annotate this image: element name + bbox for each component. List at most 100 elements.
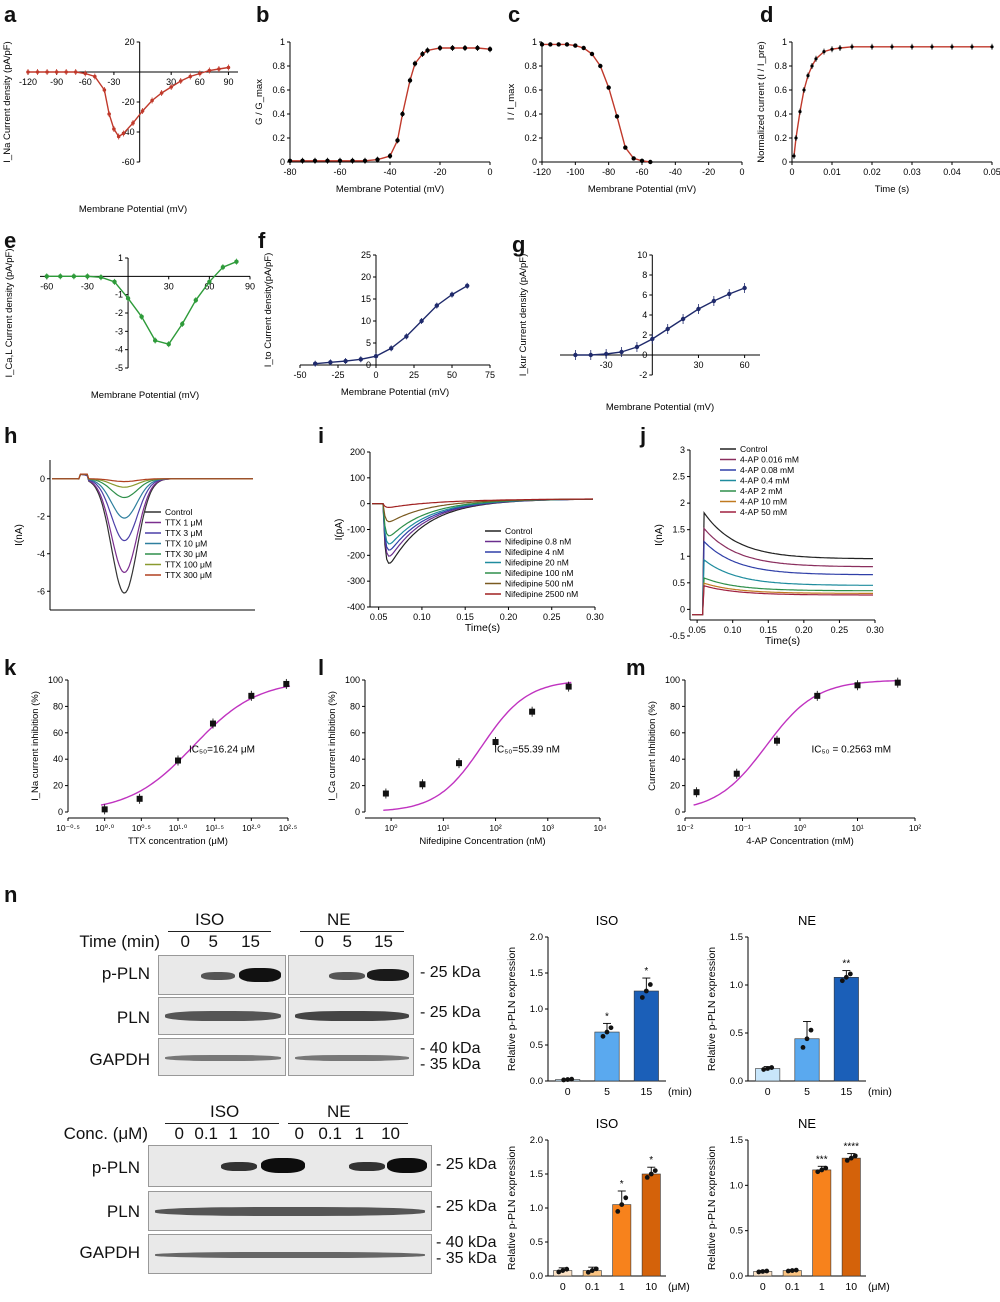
data-point xyxy=(136,795,143,802)
y-axis-label: I(nA) xyxy=(654,524,665,546)
x-tick-label: -40 xyxy=(383,167,396,177)
data-point xyxy=(650,336,655,342)
x-tick-label: 25 xyxy=(409,370,419,380)
replicate-point xyxy=(819,1167,825,1173)
data-point xyxy=(894,679,901,686)
y-tick-label: 0.2 xyxy=(272,133,285,143)
wb-top-lane: 5 xyxy=(342,932,352,951)
y-tick-label: 0 xyxy=(280,157,285,167)
x-tick-label: 10 xyxy=(645,1281,657,1293)
significance-label: **** xyxy=(843,1142,859,1153)
y-tick-label: -5 xyxy=(115,363,123,373)
data-point xyxy=(112,127,116,131)
y-tick-label: -100 xyxy=(347,525,365,535)
x-tick-label: 10² xyxy=(489,823,501,833)
legend-label: TTX 100 μM xyxy=(165,560,212,570)
wb-top-blot xyxy=(288,997,414,1035)
significance-label: * xyxy=(649,1155,653,1166)
y-tick-label: 100 xyxy=(665,675,680,685)
y-tick-label: 0 xyxy=(355,807,360,817)
trace-line xyxy=(692,540,874,616)
wb-bottom-kda: - 25 kDa xyxy=(436,1156,497,1173)
wb-top-group2: NE xyxy=(327,910,351,929)
y-axis-label: I_Na current inhibition (%) xyxy=(30,691,41,801)
y-axis-label: Relative p-PLN expression xyxy=(706,947,718,1071)
x-tick-label: 10⁰·⁰ xyxy=(95,823,115,833)
data-point xyxy=(573,352,578,358)
y-axis-label: I_Ca,L Current density (pA/pF) xyxy=(4,248,15,377)
data-point xyxy=(300,158,305,163)
y-tick-label: 10 xyxy=(637,250,647,260)
data-point xyxy=(101,806,108,813)
bar xyxy=(641,1173,661,1277)
y-tick-label: 40 xyxy=(53,754,63,764)
data-point xyxy=(850,45,854,49)
x-tick-label: 0 xyxy=(373,370,378,380)
replicate-point xyxy=(648,1171,654,1177)
data-point xyxy=(26,70,30,74)
wb-bottom-row-label: p-PLN xyxy=(91,1158,140,1177)
y-tick-label: 0.0 xyxy=(530,1076,543,1087)
y-tick-label: 0 xyxy=(366,360,371,370)
x-tick-label: 10¹ xyxy=(437,823,449,833)
data-point xyxy=(358,357,363,362)
data-point xyxy=(450,45,455,51)
data-point xyxy=(529,708,536,715)
x-axis-label: Membrane Potential (mV) xyxy=(341,387,449,398)
x-tick-label: 10² xyxy=(909,823,921,833)
wb-bottom-lane: 1 xyxy=(228,1124,238,1143)
panel-letter-c: c xyxy=(508,2,521,27)
legend-label: Nifedipine 0.8 nM xyxy=(505,537,571,547)
series-line xyxy=(315,285,468,365)
x-tick-label: 0.1 xyxy=(785,1281,800,1293)
data-point xyxy=(131,121,135,125)
y-tick-label: 6 xyxy=(642,290,647,300)
ic50-annotation: IC₅₀ = 0.2563 mM xyxy=(812,745,892,756)
data-point xyxy=(375,157,380,162)
y-axis-label: I_Na Current density (pA/pF) xyxy=(2,41,13,162)
y-axis-label: I(pA) xyxy=(334,519,345,541)
wb-top-row-label: GAPDH xyxy=(89,1050,150,1069)
y-tick-label: 10 xyxy=(361,316,371,326)
data-point xyxy=(71,274,77,279)
x-tick-label: 0.02 xyxy=(863,167,881,177)
trace-line xyxy=(52,473,253,542)
series-line xyxy=(575,287,745,356)
chart-l: 0 20 40 60 80 100 10⁰ 10¹ 10² 10³ 10⁴ Nifedipine Co… xyxy=(327,675,607,847)
chart-m: 0 20 40 60 80 100 10⁻² 10⁻¹ 10⁰ 10¹ 10² 4-AP Concen… xyxy=(647,675,921,847)
wb-top-lane: 0 xyxy=(314,932,324,951)
y-tick-label: 0.2 xyxy=(774,133,787,143)
y-axis-label: Relative p-PLN expression xyxy=(706,1146,718,1270)
y-tick-label: 0 xyxy=(642,350,647,360)
x-tick-label: 0.05 xyxy=(370,612,388,622)
significance-label: * xyxy=(620,1179,624,1190)
x-tick-label: -60 xyxy=(333,167,346,177)
data-point xyxy=(950,45,954,49)
wb-top-row-label: PLN xyxy=(116,1008,150,1027)
panel-letter-k: k xyxy=(4,655,17,680)
x-axis-label: Membrane Potential (mV) xyxy=(606,402,714,413)
y-tick-label: 0 xyxy=(782,157,787,167)
y-tick-label: 60 xyxy=(670,728,680,738)
y-tick-label: -3 xyxy=(115,326,123,336)
data-point xyxy=(107,112,111,116)
data-point xyxy=(45,70,49,74)
wb-bottom-kda: - 40 kDa xyxy=(436,1234,497,1251)
chart-a: -120 -90 -60 -30 30 60 90 -60 -40 -20 20 Membrane P… xyxy=(2,37,238,215)
x-tick-label: 10¹·⁰ xyxy=(169,823,188,833)
y-tick-label: -300 xyxy=(347,576,365,586)
wb-top-lane: 15 xyxy=(374,932,393,951)
y-tick-label: 80 xyxy=(350,701,360,711)
x-tick-label: 0.25 xyxy=(543,612,561,622)
data-point xyxy=(465,283,470,288)
data-point xyxy=(389,346,394,351)
replicate-point xyxy=(561,1077,567,1083)
y-tick-label: 0 xyxy=(532,157,537,167)
replicate-point xyxy=(844,1158,850,1163)
replicate-point xyxy=(847,971,853,977)
x-tick-label: 0.1 xyxy=(585,1281,600,1293)
wb-top-blot xyxy=(158,1038,286,1076)
data-point xyxy=(854,682,861,689)
replicate-point xyxy=(565,1077,571,1082)
data-point xyxy=(217,67,221,71)
